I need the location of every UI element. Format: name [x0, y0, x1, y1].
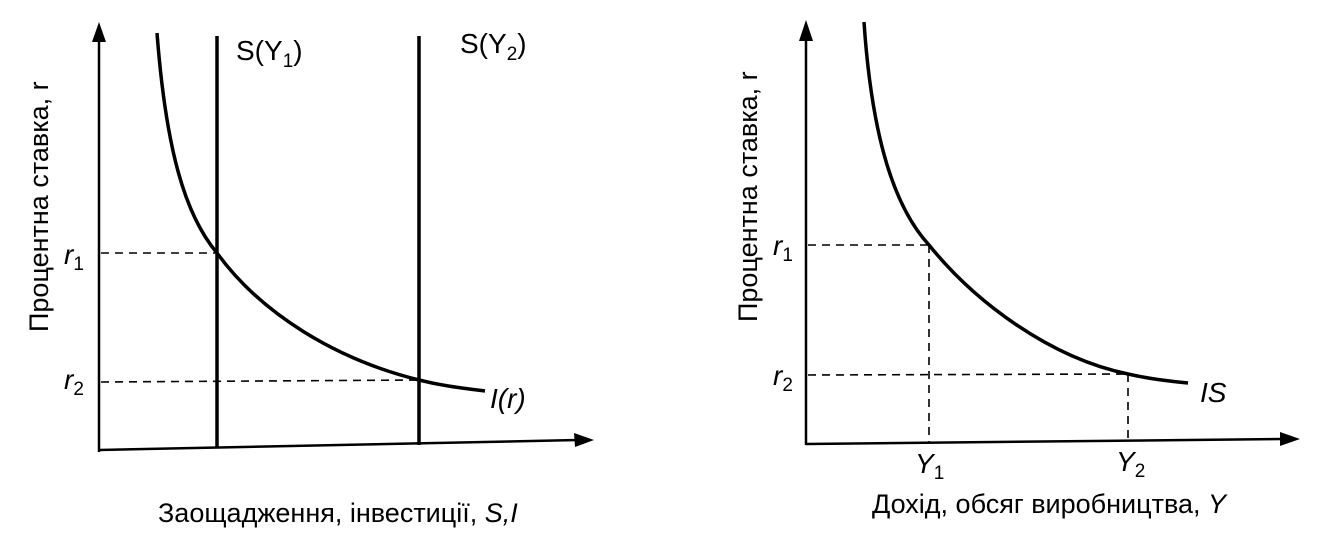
label-s-y2-sub: 2: [507, 44, 518, 65]
right-y-axis-arrow-icon: [799, 20, 813, 41]
label-s-y2: S(Y2): [460, 28, 527, 65]
label-s-y2-post: ): [517, 28, 526, 59]
right-tick-y1: Y1: [915, 448, 944, 484]
left-x-axis-title-text: Заощадження, інвестиції,: [158, 498, 485, 528]
label-is: IS: [1200, 377, 1227, 408]
right-tick-r2: r2: [773, 360, 793, 396]
left-y-axis-title: Процентна ставка, r: [24, 81, 54, 332]
left-dash-r2: [100, 379, 420, 383]
left-y-axis-arrow-icon: [92, 22, 106, 42]
left-panel: S(Y1) S(Y2) I(r) r1 r2 Процентна ставка,…: [24, 22, 594, 528]
left-tick-r2: r2: [64, 364, 84, 400]
right-x-axis-title-symbol: Y: [1208, 489, 1228, 519]
right-y-axis-title: Процентна ставка, r: [733, 71, 763, 322]
right-tick-r1-symbol: r: [773, 230, 784, 261]
label-s-y2-pre: S(Y: [460, 28, 507, 59]
right-x-axis-title-text: Дохід, обсяг виробництва,: [872, 489, 1208, 519]
left-tick-r1: r1: [64, 239, 84, 275]
is-curve: [862, 21, 1189, 385]
label-s-y1-sub: 1: [283, 51, 294, 72]
left-tick-r1-symbol: r: [64, 239, 75, 270]
left-tick-r1-sub: 1: [73, 254, 84, 275]
left-x-axis-arrow-icon: [574, 433, 594, 447]
investment-curve: [155, 32, 486, 393]
right-dash-r2: [807, 373, 1129, 376]
right-tick-y2: Y2: [1116, 446, 1145, 482]
label-investment: I(r): [490, 383, 526, 414]
label-s-y1-post: ): [293, 35, 302, 66]
right-x-axis-title: Дохід, обсяг виробництва, Y: [872, 489, 1228, 519]
right-panel: IS r1 r2 Y1 Y2 Процентна ставка, r Дохід…: [733, 20, 1300, 519]
label-s-y1: S(Y1): [236, 35, 303, 72]
right-tick-r2-sub: 2: [782, 375, 793, 396]
right-tick-y1-symbol: Y: [915, 448, 936, 479]
left-x-axis-title: Заощадження, інвестиції, S,I: [158, 498, 518, 528]
left-x-axis-title-symbol: S,I: [485, 498, 519, 528]
left-x-axis: [98, 438, 579, 452]
right-x-axis-arrow-icon: [1280, 432, 1300, 446]
right-tick-y1-sub: 1: [934, 463, 945, 484]
right-tick-y2-symbol: Y: [1116, 446, 1137, 477]
right-tick-r1-sub: 1: [782, 245, 793, 266]
left-tick-r2-symbol: r: [64, 364, 75, 395]
right-tick-r2-symbol: r: [773, 360, 784, 391]
right-tick-y2-sub: 2: [1135, 461, 1146, 482]
label-s-y1-pre: S(Y: [236, 35, 283, 66]
left-tick-r2-sub: 2: [73, 379, 84, 400]
right-tick-r1: r1: [773, 230, 793, 266]
right-x-axis: [805, 437, 1284, 446]
